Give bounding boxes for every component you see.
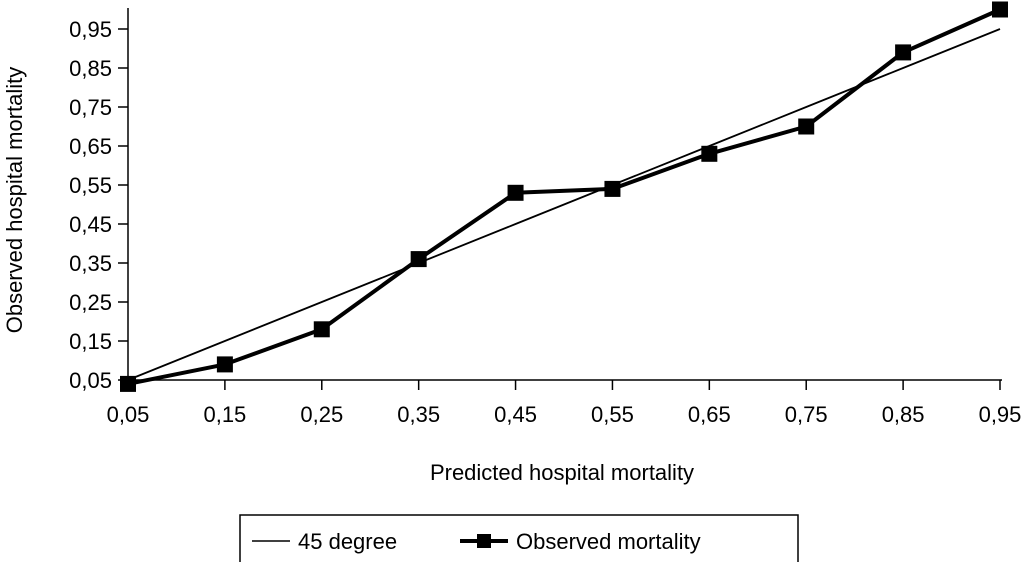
data-point-observed-mortality <box>798 118 815 135</box>
data-point-observed-mortality <box>992 1 1008 18</box>
x-tick-label: 0,35 <box>397 402 440 427</box>
data-point-observed-mortality <box>604 180 621 197</box>
legend-box <box>239 514 799 562</box>
series-line-45-degree <box>127 28 1001 381</box>
x-tick-label: 0,85 <box>882 402 925 427</box>
y-tick-label: 0,25 <box>69 290 112 315</box>
y-tick-label: 0,85 <box>69 56 112 81</box>
x-tick-label: 0,65 <box>688 402 731 427</box>
axes: 0,05 0,15 0,25 0,35 0,45 0,55 0,65 0,75 0,85 0,95… <box>69 8 1021 427</box>
series-line-observed-mortality <box>127 7 1001 386</box>
x-tick-label: 0,75 <box>785 402 828 427</box>
legend-marker-observed <box>477 534 491 548</box>
y-tick-label: 0,75 <box>69 95 112 120</box>
y-tick-label: 0,95 <box>69 17 112 42</box>
legend-label-45-degree: 45 degree <box>298 529 397 554</box>
y-tick-label: 0,45 <box>69 212 112 237</box>
data-point-observed-mortality <box>701 145 718 162</box>
y-axis-label: Observed hospital mortality <box>2 67 27 334</box>
y-tick-label: 0,05 <box>69 368 112 393</box>
data-point-observed-mortality <box>410 251 427 268</box>
y-tick-label: 0,65 <box>69 134 112 159</box>
x-tick-label: 0,55 <box>591 402 634 427</box>
data-point-observed-mortality <box>216 356 233 373</box>
data-point-observed-mortality <box>895 44 912 61</box>
x-tick-label: 0,25 <box>300 402 343 427</box>
legend-label-observed: Observed mortality <box>516 529 701 554</box>
series-layer <box>120 1 1008 392</box>
x-tick-label: 0,15 <box>203 402 246 427</box>
y-tick-label: 0,55 <box>69 173 112 198</box>
x-tick-label: 0,45 <box>494 402 537 427</box>
legend: 45 degree Observed mortality <box>239 514 799 562</box>
x-tick-label: 0,05 <box>107 402 150 427</box>
y-tick-label: 0,15 <box>69 329 112 354</box>
y-tick-label: 0,35 <box>69 251 112 276</box>
x-axis-label: Predicted hospital mortality <box>430 460 694 485</box>
x-tick-label: 0,95 <box>979 402 1022 427</box>
data-point-observed-mortality <box>120 375 136 392</box>
data-point-observed-mortality <box>313 321 330 338</box>
data-point-observed-mortality <box>507 184 524 201</box>
